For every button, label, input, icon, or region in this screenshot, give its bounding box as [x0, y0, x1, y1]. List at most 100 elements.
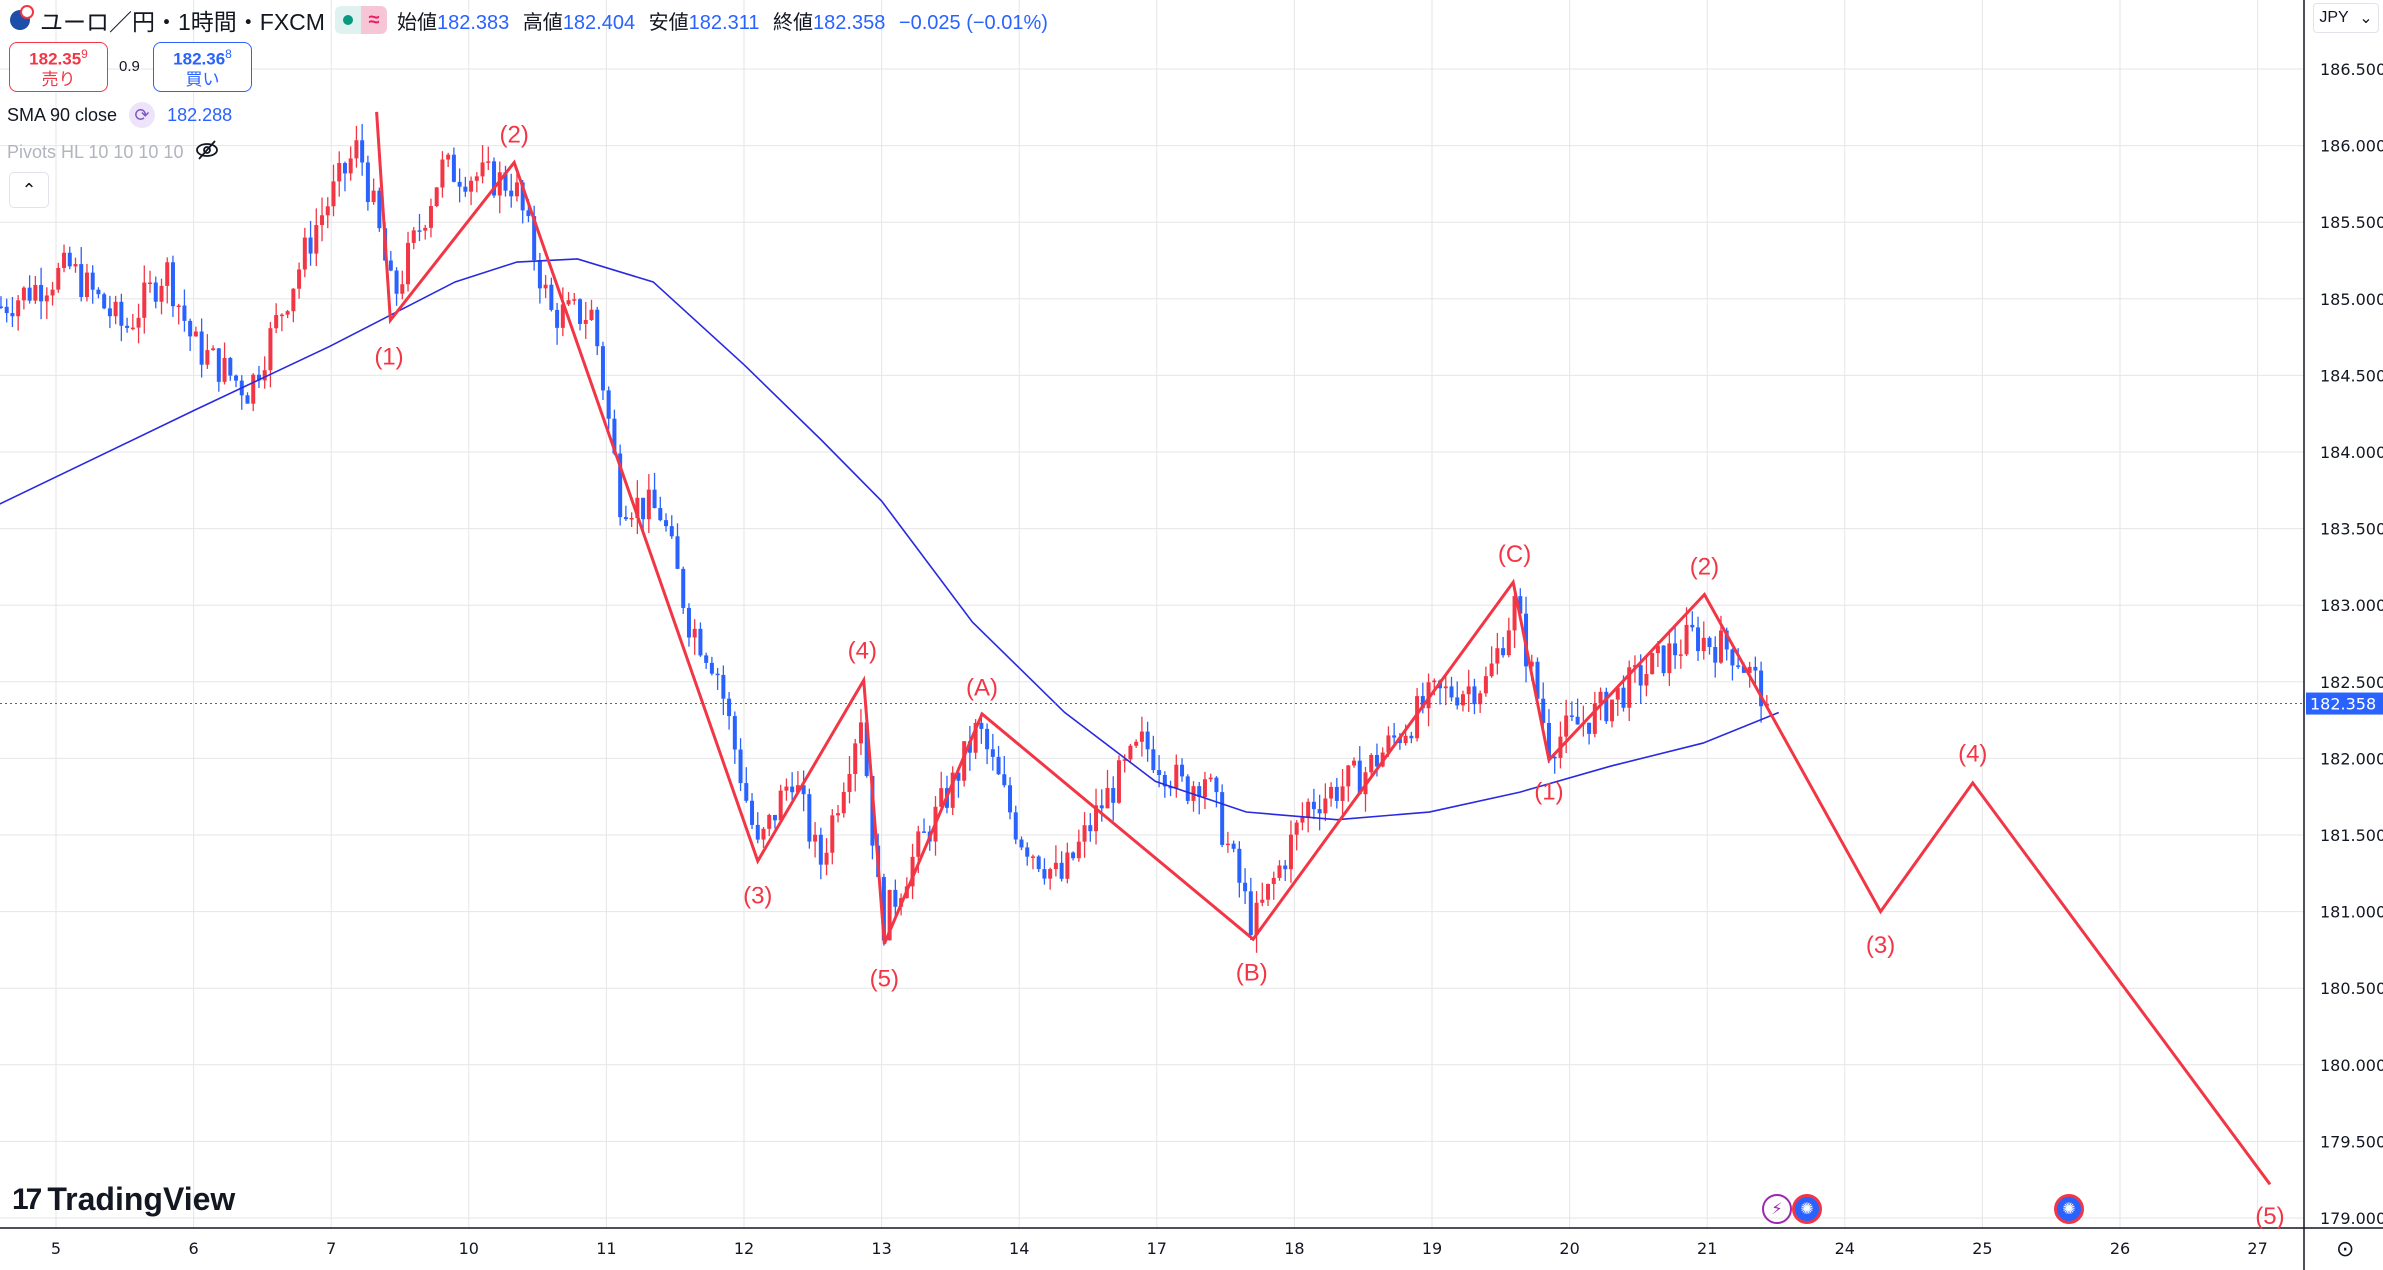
market-status-badge[interactable]: ≈	[334, 6, 387, 34]
candle-body	[228, 357, 233, 376]
candle-body	[1604, 691, 1609, 722]
eye-hidden-icon[interactable]	[195, 139, 219, 166]
candle-body	[10, 313, 15, 317]
candle-body	[1352, 760, 1357, 766]
event-economic-icon[interactable]: ✺	[1792, 1194, 1822, 1224]
candle-body	[1478, 693, 1483, 705]
candle-body	[795, 785, 800, 793]
close-value: 182.358	[813, 11, 886, 34]
candle-body	[1541, 698, 1546, 723]
date-tick-label: 19	[1422, 1239, 1442, 1258]
date-tick-label: 24	[1835, 1239, 1855, 1258]
candle-body	[1397, 737, 1402, 744]
candle-body	[1002, 774, 1007, 786]
collapse-legend-button[interactable]: ⌃	[9, 172, 49, 208]
candle-body	[193, 331, 198, 337]
buy-button[interactable]: 182.368 買い	[153, 42, 252, 92]
event-flash-icon[interactable]: ⚡	[1762, 1194, 1792, 1224]
sma-indicator-legend[interactable]: SMA 90 close ⟳ 182.288	[7, 102, 232, 128]
candle-body	[16, 300, 21, 317]
candle-body	[600, 346, 605, 391]
buy-price: 182.36	[173, 49, 226, 69]
candle-body	[1185, 776, 1190, 801]
candle-body	[1151, 749, 1156, 771]
candle-body	[423, 227, 428, 231]
wave-label: (1)	[1534, 779, 1563, 806]
candle-body	[698, 628, 703, 656]
candle-body	[1741, 666, 1746, 673]
candle-body	[205, 350, 210, 365]
candle-body	[664, 520, 669, 527]
candle-body	[623, 517, 628, 520]
candle-body	[1386, 735, 1391, 753]
candle-body	[428, 206, 433, 228]
wave-label: (4)	[1958, 740, 1987, 767]
candle-body	[331, 181, 336, 207]
candle-body	[1260, 899, 1265, 903]
candle-body	[543, 284, 548, 289]
wave-label: (C)	[1498, 541, 1531, 568]
market-open-dot-icon	[334, 6, 361, 34]
candle-body	[222, 357, 227, 382]
candle-body	[125, 325, 130, 328]
candle-body	[715, 673, 720, 676]
candle-body	[893, 889, 898, 907]
candle-body	[107, 308, 112, 317]
candle-body	[1174, 764, 1179, 789]
candle-body	[520, 182, 525, 211]
candle-body	[440, 159, 445, 188]
date-tick-label: 26	[2110, 1239, 2130, 1258]
candle-body	[1587, 722, 1592, 734]
refresh-icon[interactable]: ⟳	[129, 102, 156, 128]
sell-button[interactable]: 182.359 売り	[9, 42, 108, 92]
event-economic-icon[interactable]: ✺	[2054, 1194, 2084, 1224]
tradingview-logo-icon: 17	[12, 1182, 42, 1216]
candle-body	[1099, 805, 1104, 809]
tradingview-logo[interactable]: 17 TradingView	[12, 1181, 235, 1218]
date-tick-label: 18	[1284, 1239, 1304, 1258]
candle-body	[818, 834, 823, 865]
candle-body	[635, 497, 640, 518]
candle-body	[251, 374, 256, 404]
candle-body	[1426, 682, 1431, 709]
currency-selector[interactable]: JPY ⌄	[2313, 3, 2379, 33]
candle-body	[1334, 786, 1339, 801]
price-tick-label: 179.500	[2320, 1132, 2383, 1151]
pivots-indicator-legend[interactable]: Pivots HL 10 10 10 10	[7, 139, 219, 166]
candle-body	[790, 786, 795, 793]
date-tick-label: 27	[2247, 1239, 2267, 1258]
chart-settings-icon[interactable]: ⊙	[2336, 1236, 2355, 1261]
price-tick-label: 181.000	[2320, 903, 2383, 922]
candle-body	[870, 775, 875, 846]
candle-body	[1111, 787, 1116, 803]
open-value: 182.383	[436, 11, 510, 34]
candle-body	[102, 294, 107, 309]
candle-body	[451, 154, 456, 182]
candle-body	[1564, 715, 1569, 737]
date-tick-label: 7	[326, 1239, 336, 1258]
candle-body	[956, 772, 961, 781]
candle-body	[1053, 862, 1058, 870]
candle-body	[1225, 843, 1230, 846]
candle-body	[646, 489, 651, 520]
candle-body	[709, 662, 714, 674]
price-tick-label: 186.500	[2320, 60, 2383, 79]
symbol-title[interactable]: ユーロ／円・1時間・FXCM	[40, 9, 325, 35]
candle-body	[801, 785, 806, 795]
price-tick-label: 183.000	[2320, 596, 2383, 615]
candle-body	[509, 190, 514, 197]
candle-body	[308, 237, 313, 254]
candle-body	[595, 309, 600, 347]
price-tick-label: 186.000	[2320, 137, 2383, 156]
candle-body	[1008, 785, 1013, 813]
candle-body	[417, 230, 422, 232]
candle-body	[1237, 848, 1242, 883]
candle-body	[1455, 697, 1460, 706]
candle-body	[1042, 869, 1047, 879]
date-tick-label: 5	[51, 1239, 61, 1258]
candle-body	[1300, 816, 1305, 823]
candle-body	[1552, 756, 1557, 759]
candle-body	[583, 319, 588, 324]
candle-body	[864, 722, 869, 776]
